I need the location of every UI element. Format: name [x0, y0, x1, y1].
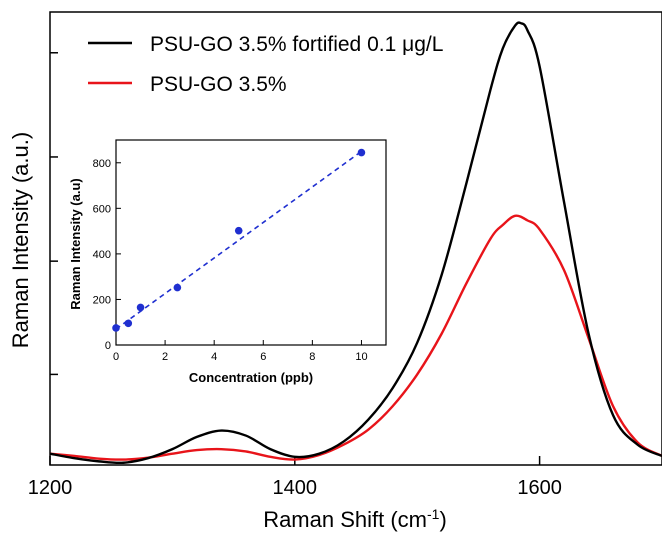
inset-data-point [357, 148, 366, 157]
main-legend: PSU-GO 3.5% fortified 0.1 μg/L PSU-GO 3.5… [88, 33, 443, 96]
main-plot: 1200 1400 1600 Raman Shift (cm-1) Raman In… [8, 11, 662, 532]
main-x-ticks: 1200 1400 1600 [28, 456, 562, 499]
inset-data-point [112, 324, 120, 332]
inset-x-tick-label: 4 [211, 351, 217, 363]
inset-x-ticks: 0 2 4 6 8 10 [113, 340, 368, 363]
inset-data-point [173, 283, 182, 292]
inset-background [116, 140, 386, 345]
inset-x-tick-label: 8 [309, 351, 315, 363]
inset-y-tick-label: 0 [105, 340, 111, 352]
inset-y-axis-title: Raman Intensity (a.u) [68, 178, 83, 309]
inset-y-ticks: 0 200 400 600 800 [93, 158, 121, 352]
inset-data-point [124, 319, 133, 328]
inset-plot: 0 200 400 600 800 0 2 4 6 8 10 Concentration (ppb… [68, 139, 387, 385]
main-x-axis-title: Raman Shift (cm-1) [263, 506, 447, 532]
legend-label-psu-go-3-5: PSU-GO 3.5% [150, 73, 287, 96]
main-y-axis-title: Raman Intensity (a.u.) [8, 132, 33, 348]
inset-marks [112, 148, 366, 332]
inset-y-tick-label: 200 [93, 294, 111, 306]
main-y-ticks [50, 52, 58, 376]
inset-x-tick-label: 0 [113, 351, 119, 363]
main-series-line-psu-go-3-5-fortified-0-1-g-l [49, 21, 662, 465]
inset-plot-frame [115, 139, 387, 346]
main-x-tick-label: 1600 [517, 477, 562, 499]
inset-y-tick-label: 600 [93, 203, 111, 215]
inset-x-axis-title: Concentration (ppb) [189, 370, 313, 385]
inset-data-point [234, 226, 243, 235]
inset-y-tick-label: 800 [93, 158, 111, 170]
inset-x-tick-label: 6 [260, 351, 266, 363]
main-series-group [49, 21, 662, 465]
main-plot-frame [49, 11, 662, 466]
main-series-line-psu-go-3-5 [49, 214, 662, 461]
legend-label-psu-go-3-5-fortified-0-1-g-l: PSU-GO 3.5% fortified 0.1 μg/L [150, 33, 443, 56]
inset-data-point [136, 303, 145, 312]
inset-x-tick-label: 10 [355, 351, 367, 363]
main-x-tick-label: 1200 [28, 477, 73, 499]
inset-y-tick-label: 400 [93, 249, 111, 261]
inset-x-tick-label: 2 [162, 351, 168, 363]
main-x-tick-label: 1400 [273, 477, 318, 499]
inset-fit-line [115, 150, 362, 330]
